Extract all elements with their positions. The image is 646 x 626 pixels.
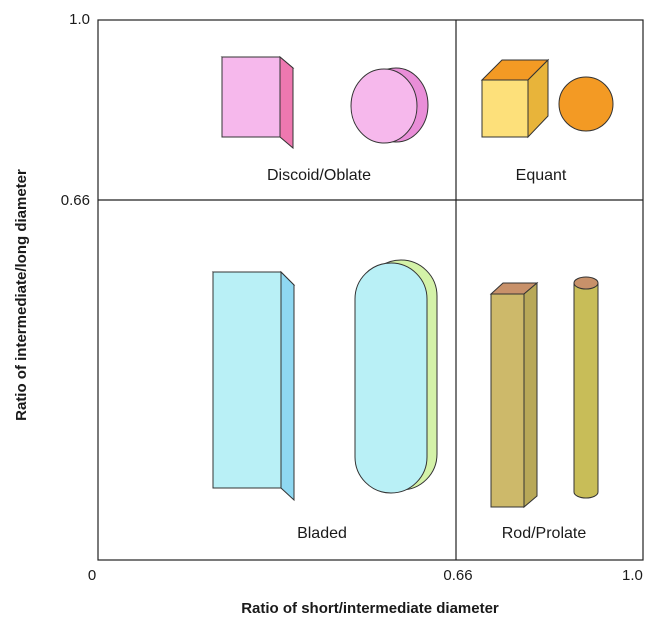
x-axis-title: Ratio of short/intermediate diameter (241, 600, 499, 617)
y-tick-1-0: 1.0 (69, 11, 90, 28)
x-tick-0-66: 0.66 (443, 567, 472, 584)
discoid-disc-icon (350, 67, 429, 144)
discoid-slab-icon (220, 55, 295, 150)
equant-sphere-icon (558, 76, 614, 132)
x-tick-0: 0 (88, 567, 96, 584)
y-axis-title: Ratio of intermediate/long diameter (13, 169, 30, 421)
equant-cube-icon (480, 58, 550, 139)
region-label-rod: Rod/Prolate (502, 525, 587, 542)
bladed-slab-icon (211, 270, 296, 502)
region-label-bladed: Bladed (297, 525, 347, 542)
rod-cylinder-icon (573, 276, 599, 499)
plot-frame (97, 19, 644, 561)
region-label-equant: Equant (516, 167, 567, 184)
bladed-disc-icon (354, 259, 438, 494)
rod-prism-icon (489, 281, 539, 509)
x-tick-1-0: 1.0 (622, 567, 643, 584)
y-tick-0-66: 0.66 (61, 192, 90, 209)
region-label-discoid: Discoid/Oblate (267, 167, 371, 184)
